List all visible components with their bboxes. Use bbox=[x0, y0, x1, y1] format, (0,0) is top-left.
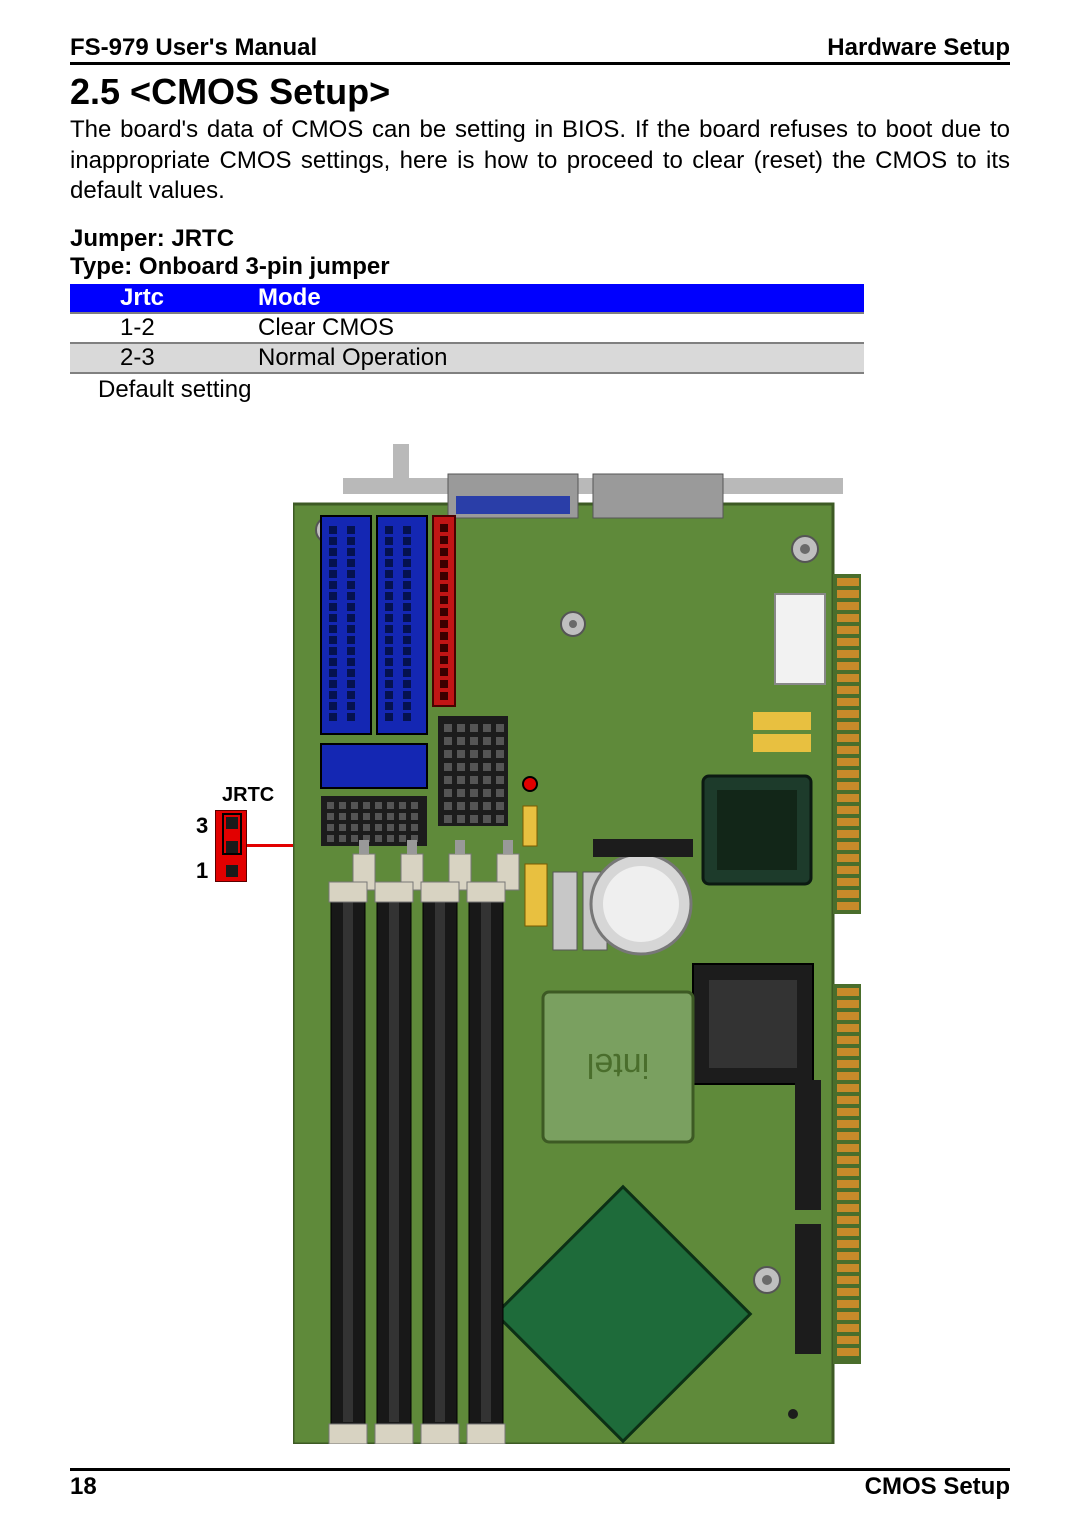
cell: Clear CMOS bbox=[250, 313, 864, 343]
jumper-pin bbox=[226, 865, 238, 877]
page-footer: 18 CMOS Setup bbox=[70, 1468, 1010, 1501]
callout-pin3: 3 bbox=[196, 813, 208, 839]
jumper-label: Jumper: JRTC bbox=[70, 225, 1010, 253]
jumper-cap bbox=[222, 813, 242, 855]
table-row: 1-2 Clear CMOS bbox=[70, 313, 864, 343]
callout-jrtc: JRTC bbox=[222, 784, 274, 807]
table-header-row: Jrtc Mode bbox=[70, 284, 864, 313]
cell: 1-2 bbox=[70, 313, 250, 343]
cell: Normal Operation bbox=[250, 343, 864, 373]
default-setting: Default setting bbox=[70, 376, 1010, 404]
table-row: 2-3 Normal Operation bbox=[70, 343, 864, 373]
body-text: The board's data of CMOS can be setting … bbox=[70, 115, 1010, 207]
board-figure: JRTC 3 1 bbox=[70, 444, 1010, 1446]
svg-text:intel: intel bbox=[587, 1046, 649, 1084]
cell: 2-3 bbox=[70, 343, 250, 373]
page-header: FS-979 User's Manual Hardware Setup bbox=[70, 34, 1010, 65]
header-right: Hardware Setup bbox=[827, 34, 1010, 62]
jumper-table: Jrtc Mode 1-2 Clear CMOS 2-3 Normal Oper… bbox=[70, 284, 864, 374]
header-left: FS-979 User's Manual bbox=[70, 34, 317, 62]
section-title: 2.5 <CMOS Setup> bbox=[70, 71, 1010, 113]
pcb-diagram: intel bbox=[293, 444, 877, 1444]
type-label: Type: Onboard 3-pin jumper bbox=[70, 253, 1010, 281]
col-jrtc: Jrtc bbox=[70, 284, 250, 313]
page-number: 18 bbox=[70, 1473, 97, 1501]
footer-section: CMOS Setup bbox=[865, 1473, 1010, 1501]
col-mode: Mode bbox=[250, 284, 864, 313]
jrtc-jumper-icon bbox=[215, 810, 247, 882]
callout-pin1: 1 bbox=[196, 858, 208, 884]
